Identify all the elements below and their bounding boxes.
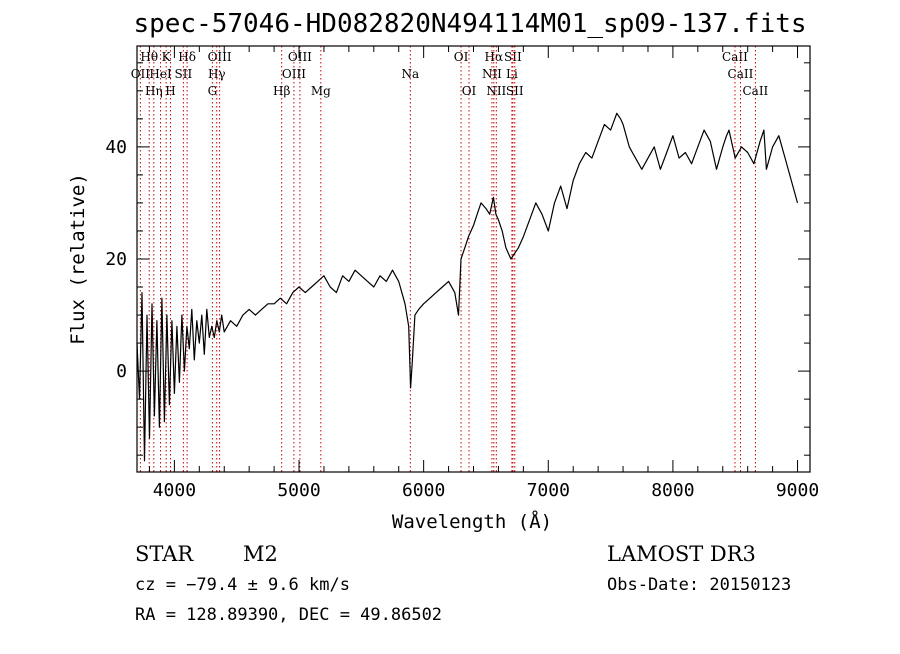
line-marker-label: SII [506,84,524,98]
x-tick-label: 5000 [277,480,320,501]
line-marker-label: SII [175,67,193,81]
y-axis-label: Flux (relative) [67,173,89,345]
line-marker-label: NII [482,67,502,81]
line-marker-label: OI [454,50,469,64]
line-marker-label: OIII [208,50,232,64]
line-marker-label: Hγ [208,67,226,81]
redshift-readout: cz = −79.4 ± 9.6 km/s [135,575,350,595]
line-marker-label: H [165,84,175,98]
line-marker-label: Hδ [178,50,196,64]
line-marker-label: OIII [282,67,306,81]
line-marker-label: SII [504,50,522,64]
line-marker-label: Hβ [273,84,290,98]
y-tick-label: 0 [116,361,127,382]
obs-date: Obs-Date: 20150123 [607,575,791,595]
x-tick-label: 9000 [776,480,819,501]
axes-layer: 4000 5000 6000 7000 8000 9000 0 20 40 [105,46,819,501]
line-marker-label: NII [486,84,506,98]
line-marker-label: Hη [145,84,163,98]
spectrum-line-0 [136,112,799,462]
survey-name: LAMOST DR3 [607,542,756,566]
line-marker-label: CaII [728,67,754,81]
chart-title: spec-57046-HD082820N494114M01_sp09-137.f… [133,9,806,39]
plot-frame [136,45,811,473]
line-marker-label: K [162,50,172,64]
line-marker-label: Hθ [140,50,158,64]
y-tick-label: 40 [105,137,127,158]
line-marker-label: CaII [722,50,748,64]
line-marker-label: Mg [311,84,331,98]
x-axis-label: Wavelength (Å) [392,510,552,533]
subclass: M2 [243,542,278,566]
line-marker-label: Hα [485,50,504,64]
line-marker-label: Li [506,67,518,81]
line-marker-label: OI [462,84,477,98]
line-marker-label: CaII [742,84,768,98]
line-marker-label: OIII [288,50,312,64]
line-marker-label: OII [131,67,151,81]
y-tick-label: 20 [105,249,127,270]
x-tick-label: 8000 [651,480,694,501]
line-marker-label: G [208,84,218,98]
object-type: STAR [135,542,194,566]
line-marker-label: Na [401,67,419,81]
x-tick-label: 6000 [402,480,445,501]
coordinates: RA = 128.89390, DEC = 49.86502 [135,605,442,625]
x-tick-label: 4000 [153,480,196,501]
line-marker-label: HeI [149,67,172,81]
series-layer [136,112,799,462]
x-tick-label: 7000 [527,480,570,501]
